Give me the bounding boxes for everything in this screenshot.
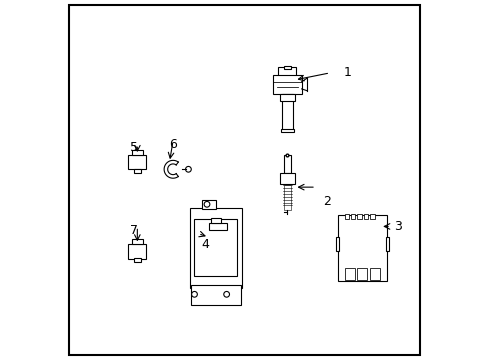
Text: 6: 6 (169, 138, 177, 151)
Circle shape (224, 292, 229, 297)
Text: 7: 7 (129, 224, 138, 237)
Text: 5: 5 (129, 141, 138, 154)
FancyBboxPatch shape (208, 223, 226, 230)
FancyBboxPatch shape (278, 67, 296, 76)
FancyBboxPatch shape (385, 237, 388, 251)
Circle shape (191, 292, 197, 297)
FancyBboxPatch shape (283, 185, 290, 210)
FancyBboxPatch shape (344, 267, 354, 280)
FancyBboxPatch shape (344, 214, 348, 219)
FancyBboxPatch shape (283, 155, 290, 173)
FancyBboxPatch shape (190, 208, 241, 288)
FancyBboxPatch shape (132, 150, 142, 155)
Text: 4: 4 (201, 238, 209, 251)
FancyBboxPatch shape (201, 200, 216, 208)
FancyBboxPatch shape (282, 94, 292, 130)
FancyBboxPatch shape (279, 94, 295, 102)
Text: 2: 2 (322, 195, 330, 208)
FancyBboxPatch shape (357, 214, 361, 219)
Text: 1: 1 (344, 66, 351, 79)
FancyBboxPatch shape (280, 173, 294, 184)
FancyBboxPatch shape (128, 244, 146, 258)
FancyBboxPatch shape (128, 155, 146, 169)
FancyBboxPatch shape (350, 214, 354, 219)
FancyBboxPatch shape (134, 258, 141, 262)
FancyBboxPatch shape (132, 239, 142, 244)
FancyBboxPatch shape (69, 5, 419, 355)
FancyBboxPatch shape (194, 219, 237, 276)
Circle shape (203, 202, 209, 207)
FancyBboxPatch shape (363, 214, 367, 219)
FancyBboxPatch shape (272, 75, 301, 94)
FancyBboxPatch shape (210, 217, 221, 223)
FancyBboxPatch shape (335, 237, 339, 251)
FancyBboxPatch shape (369, 214, 374, 219)
FancyBboxPatch shape (337, 215, 386, 281)
FancyBboxPatch shape (356, 267, 366, 280)
Circle shape (185, 166, 191, 172)
FancyBboxPatch shape (281, 129, 293, 132)
FancyBboxPatch shape (134, 168, 141, 173)
FancyBboxPatch shape (283, 66, 290, 69)
Text: 3: 3 (393, 220, 401, 233)
FancyBboxPatch shape (190, 285, 241, 305)
FancyBboxPatch shape (369, 267, 379, 280)
